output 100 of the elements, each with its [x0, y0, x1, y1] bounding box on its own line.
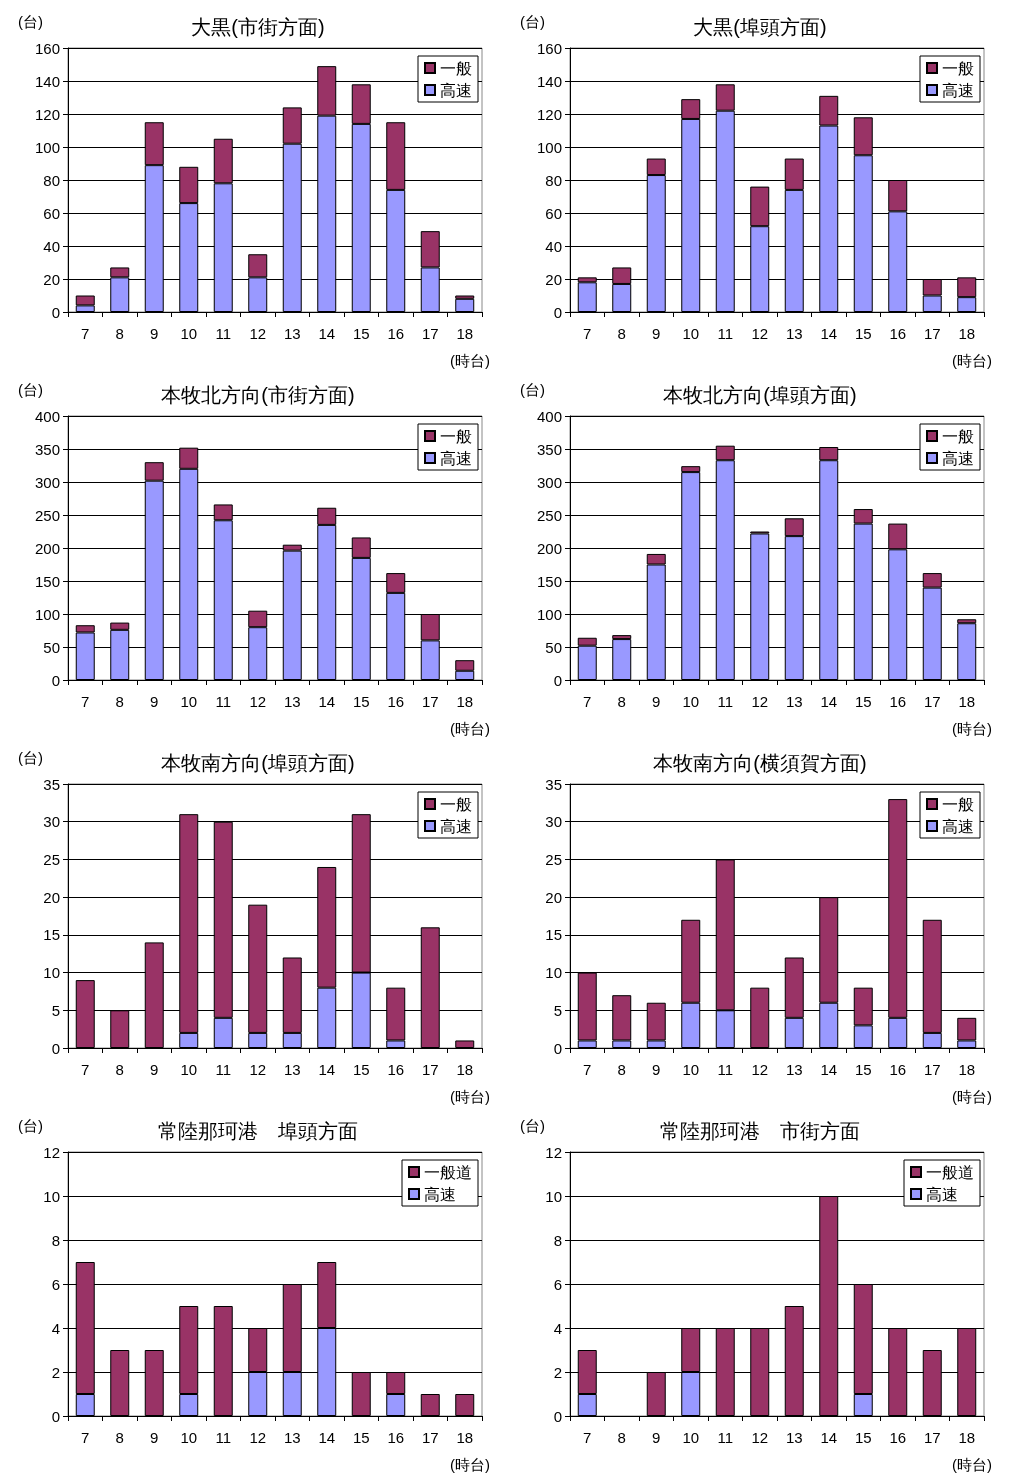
x-tick-label: 10 — [682, 1061, 700, 1078]
x-tick-label: 18 — [456, 693, 474, 710]
x-tick-label: 13 — [785, 325, 803, 342]
legend-label: 高速 — [440, 817, 472, 835]
x-tick-label: 10 — [180, 693, 198, 710]
y-tick-label: 60 — [43, 204, 60, 222]
x-tick-label: 7 — [81, 325, 90, 342]
x-axis-title: (時台) — [450, 1456, 491, 1473]
y-tick-label: 40 — [43, 237, 60, 255]
x-tick-label: 7 — [81, 1061, 90, 1078]
y-tick-label: 25 — [43, 850, 60, 868]
x-tick-label: 8 — [115, 325, 124, 342]
x-tick-label: 8 — [617, 693, 626, 710]
y-tick-label: 0 — [51, 1407, 60, 1425]
chart-title: 本牧南方向(埠頭方面) — [161, 752, 355, 774]
y-tick-label: 100 — [34, 605, 60, 623]
x-tick-label: 17 — [421, 1061, 439, 1078]
x-tick-label: 11 — [717, 693, 734, 710]
x-tick-label: 12 — [751, 325, 769, 342]
x-axis-title: (時台) — [450, 1088, 491, 1105]
y-tick-label: 0 — [553, 1039, 562, 1057]
y-tick-label: 0 — [553, 1407, 562, 1425]
y-tick-label: 20 — [43, 888, 60, 906]
x-tick-label: 9 — [150, 1061, 159, 1078]
chart-title: 大黒(市街方面) — [191, 16, 325, 38]
x-tick-label: 17 — [421, 693, 439, 710]
x-tick-label: 10 — [180, 1061, 198, 1078]
y-tick-label: 0 — [51, 671, 60, 689]
x-tick-label: 15 — [352, 693, 370, 710]
chart-title: 本牧北方向(埠頭方面) — [663, 384, 857, 406]
y-tick-label: 30 — [545, 813, 562, 831]
y-tick-label: 150 — [34, 572, 60, 590]
x-tick-label: 12 — [249, 693, 267, 710]
x-tick-label: 15 — [854, 1429, 872, 1446]
x-tick-label: 12 — [751, 1061, 769, 1078]
y-tick-label: 160 — [536, 39, 562, 57]
y-axis-title: (台) — [520, 1117, 545, 1134]
x-tick-label: 9 — [652, 1061, 661, 1078]
x-tick-label: 10 — [682, 693, 700, 710]
chart-title: 大黒(埠頭方面) — [693, 16, 827, 38]
y-tick-label: 5 — [553, 1001, 562, 1019]
y-tick-label: 160 — [34, 39, 60, 57]
x-tick-label: 8 — [115, 1061, 124, 1078]
y-tick-label: 15 — [545, 926, 562, 944]
y-tick-label: 80 — [545, 171, 562, 189]
x-tick-label: 9 — [652, 693, 661, 710]
x-tick-label: 12 — [751, 693, 769, 710]
x-tick-label: 17 — [923, 1429, 941, 1446]
y-axis-title: (台) — [18, 13, 43, 30]
x-tick-label: 13 — [785, 693, 803, 710]
x-tick-label: 15 — [854, 1061, 872, 1078]
x-tick-label: 7 — [583, 1061, 592, 1078]
y-tick-label: 2 — [553, 1363, 562, 1381]
x-tick-label: 12 — [249, 325, 267, 342]
y-axis-title: (台) — [18, 381, 43, 398]
y-tick-label: 250 — [34, 506, 60, 524]
y-tick-label: 35 — [545, 775, 562, 793]
legend-label: 一般道 — [926, 1163, 974, 1181]
x-tick-label: 15 — [854, 693, 872, 710]
x-tick-label: 13 — [283, 693, 301, 710]
legend-label: 高速 — [440, 81, 472, 99]
y-tick-label: 0 — [51, 303, 60, 321]
x-tick-label: 14 — [318, 1429, 336, 1446]
x-tick-label: 16 — [387, 693, 405, 710]
x-tick-label: 12 — [249, 1429, 267, 1446]
legend-label: 一般道 — [424, 1163, 472, 1181]
y-tick-label: 200 — [536, 539, 562, 557]
bar — [455, 1394, 475, 1416]
x-axis-title: (時台) — [450, 720, 491, 737]
y-tick-label: 120 — [536, 105, 562, 123]
x-axis-title: (時台) — [952, 1456, 993, 1473]
bar — [455, 298, 475, 312]
x-tick-label: 10 — [682, 1429, 700, 1446]
y-tick-label: 0 — [553, 303, 562, 321]
y-tick-label: 80 — [43, 171, 60, 189]
y-tick-label: 20 — [43, 270, 60, 288]
legend-label: 高速 — [942, 81, 974, 99]
x-tick-label: 18 — [958, 1429, 976, 1446]
y-tick-label: 400 — [34, 407, 60, 425]
y-tick-label: 350 — [34, 440, 60, 458]
y-tick-label: 2 — [51, 1363, 60, 1381]
y-tick-label: 300 — [34, 473, 60, 491]
x-tick-label: 11 — [717, 1061, 734, 1078]
x-tick-label: 11 — [717, 325, 734, 342]
y-tick-label: 140 — [536, 72, 562, 90]
x-tick-label: 16 — [387, 1429, 405, 1446]
legend-label: 高速 — [942, 817, 974, 835]
y-tick-label: 8 — [51, 1231, 60, 1249]
legend-label: 高速 — [926, 1185, 958, 1203]
x-tick-label: 15 — [352, 325, 370, 342]
y-axis-title: (台) — [520, 13, 545, 30]
x-tick-label: 15 — [854, 325, 872, 342]
chart-title: 本牧南方向(横須賀方面) — [653, 752, 867, 774]
y-tick-label: 12 — [545, 1143, 562, 1161]
y-tick-label: 8 — [553, 1231, 562, 1249]
y-tick-label: 10 — [545, 1187, 562, 1205]
x-tick-label: 7 — [583, 693, 592, 710]
x-tick-label: 8 — [617, 1061, 626, 1078]
y-tick-label: 250 — [536, 506, 562, 524]
x-tick-label: 11 — [215, 693, 232, 710]
